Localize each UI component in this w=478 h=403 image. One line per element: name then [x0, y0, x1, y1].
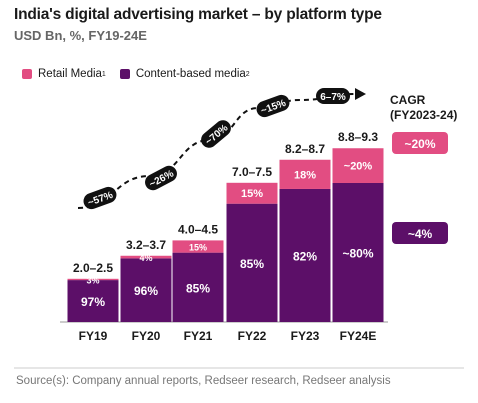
label-retail-FY22: 15% — [241, 188, 263, 200]
growth-pill-2: ~26% — [145, 165, 177, 191]
x-tick-FY24E: FY24E — [340, 329, 377, 343]
bar-retail-FY19 — [67, 278, 119, 281]
x-tick-FY19: FY19 — [79, 329, 108, 343]
cagr-title-line2: (FY2023-24) — [390, 108, 458, 122]
chart-title: India's digital advertising market – by … — [14, 6, 382, 23]
growth-pill-3: ~70% — [201, 120, 231, 148]
cagr-value-retail: ~20% — [404, 137, 435, 151]
chart-subtitle: USD Bn, %, FY19-24E — [14, 28, 147, 43]
label-content-FY22: 85% — [240, 257, 264, 271]
bar-content-FY23 — [279, 188, 331, 322]
total-label-FY21: 4.0–4.5 — [178, 222, 218, 236]
growth-trend-line — [77, 93, 356, 209]
legend-item-retail: Retail Media 1 — [22, 68, 106, 80]
label-content-FY20: 96% — [134, 284, 158, 298]
label-retail-FY23: 18% — [294, 169, 316, 181]
bar-content-FY24E — [332, 182, 384, 322]
legend-footnote-content: 2 — [245, 70, 250, 78]
growth-pill-bg-4 — [256, 94, 290, 118]
label-retail-FY20: 4% — [139, 253, 152, 263]
legend-item-content: Content-based media 2 — [119, 68, 250, 80]
label-retail-FY19: 3% — [86, 275, 99, 285]
bar-retail-FY24E — [332, 148, 384, 183]
bar-retail-FY22 — [226, 182, 278, 204]
legend-swatch-content — [119, 69, 130, 79]
legend-footnote-retail: 1 — [101, 70, 106, 78]
growth-pill-1: ~57% — [83, 186, 117, 210]
bar-content-FY21 — [172, 252, 224, 322]
x-tick-FY20: FY20 — [132, 329, 161, 343]
growth-pill-bg-3 — [201, 120, 231, 148]
bar-content-FY19 — [67, 280, 119, 322]
label-content-FY24E: ~80% — [342, 246, 373, 260]
source-footnote: Source(s): Company annual reports, Redse… — [16, 375, 391, 387]
growth-pill-bg-2 — [145, 165, 177, 191]
label-retail-FY21: 15% — [189, 243, 207, 253]
cagr-title-line1: CAGR — [390, 93, 426, 107]
bar-retail-FY20 — [120, 255, 172, 259]
growth-pill-5: 6–7% — [316, 88, 350, 104]
total-label-FY22: 7.0–7.5 — [232, 165, 272, 179]
total-label-FY19: 2.0–2.5 — [73, 261, 113, 275]
x-tick-FY22: FY22 — [238, 329, 267, 343]
legend-swatch-retail — [22, 69, 32, 79]
legend: Retail Media 1 Content-based media 2 — [22, 68, 264, 80]
bar-retail-FY21 — [172, 240, 224, 253]
total-label-FY23: 8.2–8.7 — [285, 142, 325, 156]
growth-pill-bg-5 — [316, 88, 350, 104]
growth-pill-4: ~15% — [256, 94, 290, 118]
total-label-FY24E: 8.8–9.3 — [338, 130, 378, 144]
x-tick-FY23: FY23 — [291, 329, 320, 343]
growth-trend-arrowhead — [355, 88, 366, 100]
x-tick-FY21: FY21 — [184, 329, 213, 343]
legend-label-content: Content-based media — [135, 68, 246, 80]
label-content-FY21: 85% — [186, 281, 210, 295]
label-content-FY19: 97% — [81, 295, 105, 309]
bar-content-FY22 — [226, 203, 278, 322]
bar-content-FY20 — [120, 258, 172, 322]
label-content-FY23: 82% — [293, 249, 317, 263]
cagr-badge-content — [392, 222, 448, 244]
growth-pill-text-5: 6–7% — [320, 92, 346, 103]
bar-retail-FY23 — [279, 159, 331, 189]
growth-pill-bg-1 — [83, 186, 117, 210]
cagr-title: CAGR (FY2023-24) — [390, 93, 457, 123]
legend-label-retail: Retail Media — [38, 68, 102, 80]
cagr-badge-retail — [392, 132, 448, 154]
label-retail-FY24E: ~20% — [344, 161, 373, 173]
cagr-value-content: ~4% — [408, 227, 433, 241]
total-label-FY20: 3.2–3.7 — [126, 238, 166, 252]
